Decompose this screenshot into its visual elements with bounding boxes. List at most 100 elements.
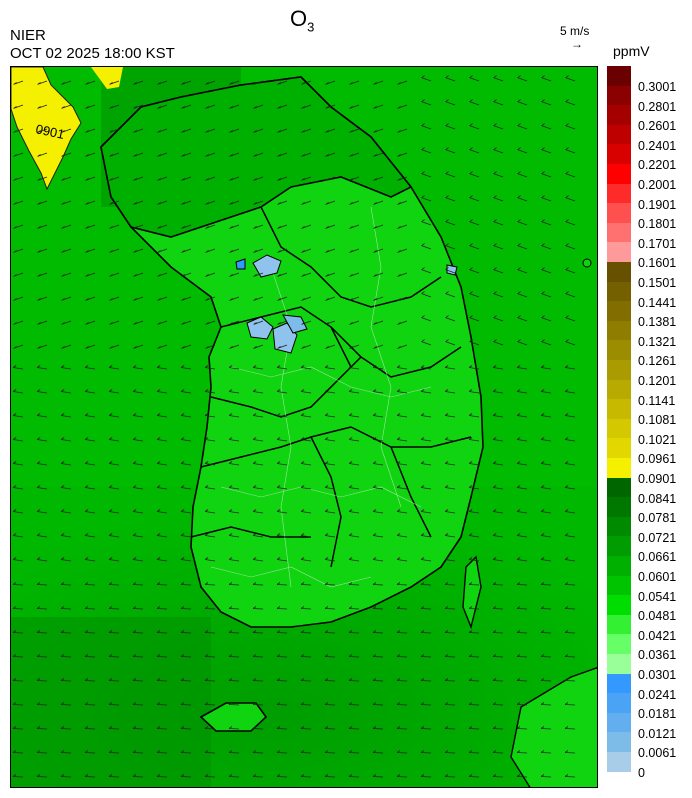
wind-arrow-head: [348, 582, 353, 585]
wind-arrow-head: [229, 322, 233, 325]
colorbar-tick-label: 0.0661: [638, 550, 677, 565]
wind-arrow-head: [492, 437, 497, 440]
wind-arrow: [373, 535, 384, 538]
wind-arrow-head: [541, 99, 545, 102]
wind-arrow-head: [61, 346, 65, 349]
wind-arrow: [469, 125, 480, 130]
wind-arrow: [85, 439, 96, 442]
wind-arrow: [517, 317, 528, 322]
wind-arrow-head: [36, 678, 41, 681]
wind-arrow-head: [468, 389, 473, 392]
wind-arrow-head: [469, 99, 473, 102]
wind-arrow-head: [324, 365, 329, 368]
wind-arrow-head: [517, 195, 521, 198]
wind-arrow: [493, 439, 504, 442]
wind-arrow-head: [228, 557, 233, 560]
wind-arrow-head: [492, 389, 497, 392]
wind-arrow: [541, 439, 552, 442]
wind-arrow-head: [516, 485, 521, 488]
wind-arrow-head: [132, 582, 137, 585]
wind-arrow-head: [516, 678, 521, 681]
colorbar-tick-label: 0.3001: [638, 80, 677, 94]
wind-arrow: [445, 317, 456, 322]
wind-arrow: [373, 367, 384, 370]
wind-arrow-head: [36, 389, 41, 392]
wind-arrow-head: [108, 485, 113, 488]
wind-arrow-head: [420, 557, 425, 560]
wind-arrow: [133, 391, 144, 394]
wind-arrow-head: [301, 130, 305, 133]
wind-arrow-head: [397, 130, 401, 133]
wind-arrow-head: [276, 702, 281, 705]
wind-arrow-head: [373, 82, 377, 85]
wind-arrow-head: [396, 485, 401, 488]
wind-arrow-head: [36, 509, 41, 512]
wind-arrow-head: [372, 654, 377, 657]
wind-arrow-head: [156, 413, 161, 416]
wind-arrow-head: [180, 678, 185, 681]
contour-label: 0901: [34, 121, 65, 142]
wind-arrow: [541, 149, 552, 154]
wind-arrow-head: [564, 726, 569, 729]
wind-arrow-head: [108, 654, 113, 657]
wind-arrow: [445, 173, 456, 178]
wind-arrow-head: [132, 389, 137, 392]
wind-arrow-head: [253, 130, 257, 133]
wind-arrow-head: [517, 339, 521, 342]
wind-arrow-head: [205, 298, 209, 301]
wind-arrow-head: [348, 726, 353, 729]
wind-arrow: [565, 245, 576, 250]
wind-arrow: [349, 511, 360, 514]
wind-arrow-head: [540, 365, 545, 368]
wind-arrow: [469, 269, 480, 274]
wind-arrow-head: [421, 315, 425, 318]
wind-arrow-head: [444, 726, 449, 729]
wind-arrow-head: [109, 250, 113, 253]
colorbar-tick-label: 0.0901: [638, 472, 677, 486]
wind-arrow-head: [324, 413, 329, 416]
wind-arrow: [301, 487, 312, 490]
wind-vector-field: [12, 75, 576, 778]
wind-arrow-head: [228, 774, 233, 777]
wind-arrow-head: [493, 99, 497, 102]
wind-arrow: [253, 511, 264, 514]
wind-arrow-head: [61, 202, 65, 205]
wind-arrow-head: [133, 250, 137, 253]
wind-arrow-head: [60, 630, 65, 633]
wind-arrow: [565, 317, 576, 322]
wind-arrow-head: [204, 557, 209, 560]
wind-arrow-head: [61, 106, 65, 109]
wind-arrow-head: [228, 485, 233, 488]
wind-arrow-head: [108, 606, 113, 609]
wind-arrow-head: [301, 82, 305, 85]
wind-reference-arrow-icon: →: [571, 37, 583, 51]
wind-arrow-head: [181, 250, 185, 253]
wind-arrow-head: [396, 726, 401, 729]
colorbar-tick-label: 0.0181: [638, 707, 677, 722]
wind-arrow-head: [324, 485, 329, 488]
wind-arrow-head: [516, 702, 521, 705]
wind-arrow: [565, 391, 576, 394]
wind-arrow-head: [276, 557, 281, 560]
wind-arrow: [277, 391, 288, 394]
wind-arrow-head: [36, 365, 41, 368]
wind-arrow: [565, 293, 576, 298]
wind-arrow-head: [109, 202, 113, 205]
wind-arrow: [541, 221, 552, 226]
wind-arrow-head: [324, 678, 329, 681]
wind-arrow: [277, 439, 288, 442]
wind-arrow: [205, 463, 216, 466]
wind-arrow: [421, 487, 432, 490]
wind-arrow-head: [156, 509, 161, 512]
wind-arrow-head: [564, 557, 569, 560]
wind-arrow-head: [108, 678, 113, 681]
wind-arrow-head: [373, 226, 377, 229]
wind-arrow: [421, 221, 432, 226]
wind-arrow-head: [420, 485, 425, 488]
wind-arrow-head: [229, 154, 233, 157]
wind-arrow-head: [300, 509, 305, 512]
wind-arrow-head: [12, 654, 17, 657]
wind-arrow: [85, 367, 96, 370]
wind-arrow-head: [276, 389, 281, 392]
wind-arrow-head: [444, 557, 449, 560]
